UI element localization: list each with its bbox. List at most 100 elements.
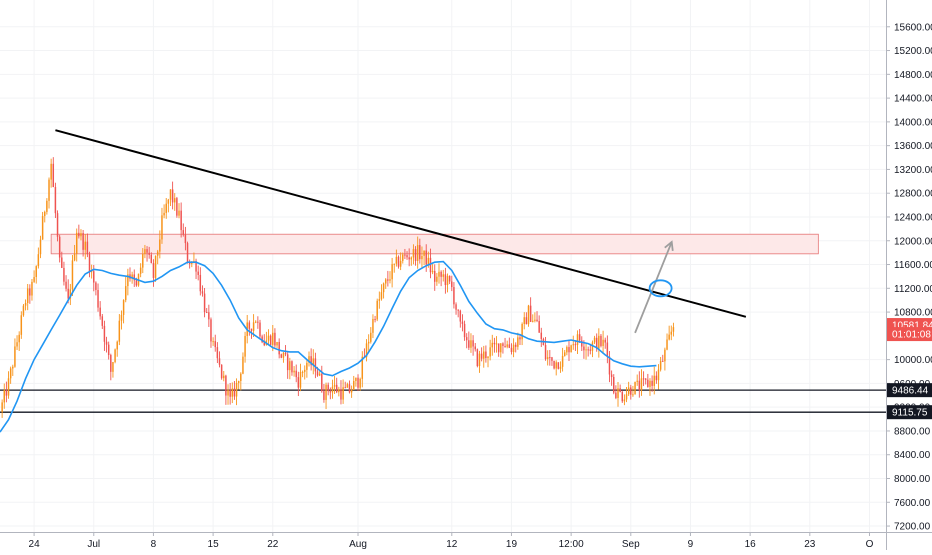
candle-body[interactable]: [529, 305, 532, 322]
candle-body[interactable]: [86, 241, 89, 255]
candle-body[interactable]: [404, 254, 406, 256]
candle-body[interactable]: [640, 378, 643, 391]
candle-body[interactable]: [357, 377, 359, 388]
candle-body[interactable]: [144, 249, 146, 255]
candle-body[interactable]: [416, 245, 419, 261]
candle-body[interactable]: [22, 305, 25, 316]
candle-body[interactable]: [139, 267, 142, 274]
candle-body[interactable]: [483, 351, 485, 359]
candle-body[interactable]: [448, 275, 451, 282]
candle-body[interactable]: [489, 347, 491, 357]
candle-body[interactable]: [378, 299, 381, 301]
candle-body[interactable]: [355, 377, 357, 382]
candle-body[interactable]: [299, 372, 302, 388]
candle-body[interactable]: [263, 342, 265, 346]
candle-body[interactable]: [235, 383, 238, 397]
candle-body[interactable]: [156, 251, 159, 256]
candle-body[interactable]: [107, 344, 110, 355]
candle-body[interactable]: [425, 250, 427, 265]
candle-body[interactable]: [459, 310, 462, 322]
candle-body[interactable]: [310, 356, 312, 366]
candle-body[interactable]: [397, 256, 400, 267]
candle-body[interactable]: [619, 388, 621, 393]
candle-body[interactable]: [468, 340, 470, 348]
candle-body[interactable]: [88, 254, 91, 273]
candle-body[interactable]: [135, 280, 138, 286]
candle-body[interactable]: [382, 283, 385, 293]
candle-body[interactable]: [18, 334, 20, 343]
candle-body[interactable]: [536, 319, 538, 322]
candle-body[interactable]: [84, 241, 86, 250]
candle-body[interactable]: [197, 271, 199, 275]
candle-body[interactable]: [93, 271, 95, 283]
candle-body[interactable]: [587, 349, 589, 351]
candle-body[interactable]: [259, 322, 261, 337]
candle-body[interactable]: [274, 332, 276, 346]
candle-body[interactable]: [344, 387, 346, 389]
candle-body[interactable]: [553, 360, 555, 369]
candle-body[interactable]: [33, 277, 35, 282]
candle-body[interactable]: [218, 358, 221, 365]
candle-body[interactable]: [301, 371, 304, 373]
candle-body[interactable]: [393, 263, 395, 265]
candle-body[interactable]: [440, 271, 442, 277]
candle-body[interactable]: [58, 236, 61, 258]
candle-body[interactable]: [163, 212, 165, 216]
candle-body[interactable]: [214, 341, 216, 348]
candle-body[interactable]: [254, 321, 257, 323]
candle-body[interactable]: [395, 256, 398, 264]
candle-body[interactable]: [223, 375, 225, 379]
candle-body[interactable]: [63, 267, 65, 282]
candle-body[interactable]: [508, 344, 511, 348]
candle-body[interactable]: [348, 384, 351, 393]
candle-body[interactable]: [472, 340, 474, 347]
candle-body[interactable]: [65, 281, 67, 289]
candle-body[interactable]: [248, 322, 251, 329]
candle-body[interactable]: [261, 336, 263, 343]
candle-body[interactable]: [244, 335, 246, 357]
candle-body[interactable]: [342, 387, 344, 400]
candle-body[interactable]: [474, 346, 476, 350]
candle-body[interactable]: [551, 357, 553, 361]
candle-body[interactable]: [574, 344, 577, 346]
candle-body[interactable]: [476, 349, 479, 367]
candle-body[interactable]: [282, 352, 285, 358]
candle-body[interactable]: [419, 245, 421, 260]
candle-body[interactable]: [289, 361, 291, 371]
candle-body[interactable]: [44, 211, 46, 217]
candle-body[interactable]: [5, 390, 8, 396]
candle-body[interactable]: [429, 257, 432, 273]
candle-body[interactable]: [56, 213, 59, 237]
candle-body[interactable]: [297, 377, 300, 388]
candle-body[interactable]: [120, 314, 123, 321]
candle-body[interactable]: [389, 279, 391, 281]
candle-body[interactable]: [427, 257, 430, 265]
candle-body[interactable]: [250, 328, 253, 331]
candle-body[interactable]: [493, 342, 496, 345]
candle-body[interactable]: [563, 352, 566, 356]
candle-body[interactable]: [361, 356, 364, 379]
candle-body[interactable]: [384, 279, 387, 284]
candle-body[interactable]: [127, 274, 129, 287]
candle-body[interactable]: [37, 254, 40, 267]
candle-body[interactable]: [314, 358, 317, 372]
candle-body[interactable]: [257, 321, 259, 323]
candle-body[interactable]: [444, 274, 447, 286]
candle-body[interactable]: [525, 317, 528, 325]
candle-body[interactable]: [664, 349, 666, 362]
candle-body[interactable]: [644, 378, 647, 380]
candle-body[interactable]: [220, 364, 223, 379]
candle-body[interactable]: [284, 352, 287, 355]
candle-body[interactable]: [647, 379, 649, 387]
candle-body[interactable]: [267, 335, 270, 341]
candle-body[interactable]: [591, 342, 594, 351]
candle-body[interactable]: [124, 286, 127, 301]
candle-body[interactable]: [659, 360, 662, 370]
candle-body[interactable]: [581, 340, 583, 347]
candle-body[interactable]: [333, 384, 336, 387]
candle-body[interactable]: [480, 353, 483, 359]
candle-body[interactable]: [142, 254, 144, 268]
candle-body[interactable]: [41, 216, 44, 240]
candle-body[interactable]: [532, 320, 534, 322]
